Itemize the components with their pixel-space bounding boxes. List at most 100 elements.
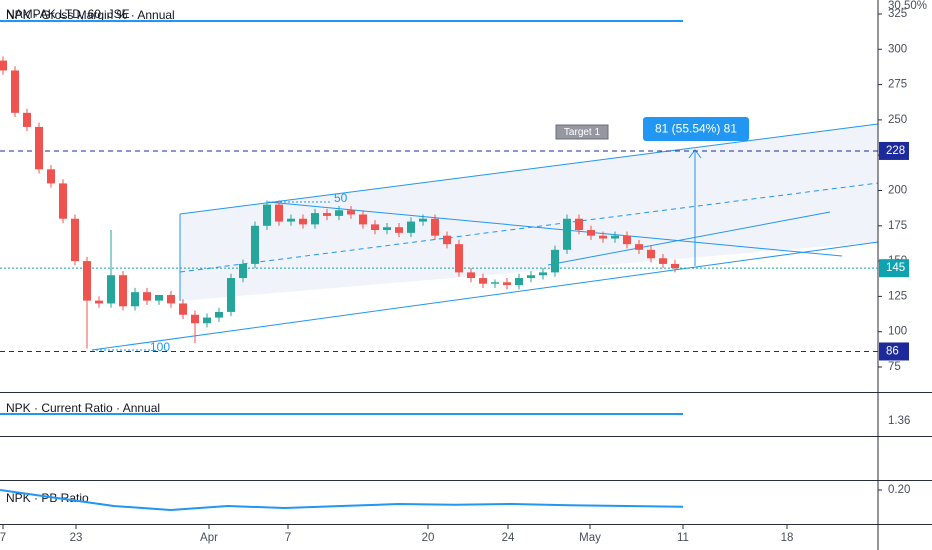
y-tick-label: 75 [888, 361, 901, 373]
indicator-line [0, 489, 684, 512]
candle-body [395, 227, 403, 233]
target-label: Target 1 [564, 127, 601, 138]
candle-body [155, 294, 163, 301]
price-badge [879, 141, 909, 160]
candle-body [347, 210, 355, 215]
candle-body [215, 311, 223, 318]
x-tick-label: 11 [677, 532, 689, 544]
candle-body [611, 235, 619, 239]
candle-body [83, 261, 91, 301]
candle-body [0, 60, 7, 71]
y-tick-label: 200 [888, 185, 907, 197]
target-box [555, 124, 609, 140]
price-badge-label: 228 [886, 145, 905, 157]
candle-body [623, 235, 631, 245]
candle-body [191, 314, 199, 324]
candle-body [371, 224, 379, 231]
price-badge [879, 342, 909, 361]
x-tick-label: 20 [422, 532, 435, 544]
candle-body [647, 249, 655, 259]
channel-mid [179, 182, 879, 273]
candle-body [635, 244, 643, 250]
y-tick-label: 300 [888, 43, 907, 55]
candle-body [71, 218, 79, 262]
candle-body [587, 230, 595, 236]
candle-body [23, 112, 31, 127]
candle-body [671, 263, 679, 269]
candle-body [203, 317, 211, 324]
measure-box [643, 117, 749, 141]
candle-body [407, 221, 415, 233]
candle-body [335, 210, 343, 216]
trend-line [547, 211, 831, 266]
candle-body [431, 218, 439, 236]
channel-fill [180, 124, 878, 301]
candle-body [539, 272, 547, 276]
candle-body [479, 278, 487, 284]
candle-body [299, 218, 307, 225]
candle-body [527, 275, 535, 279]
candle-body [599, 235, 607, 239]
candle-body [119, 275, 127, 307]
candle-body [359, 214, 367, 225]
candle-body [167, 294, 175, 304]
pane-title: NPK · Gross Margin % · Annual [6, 8, 175, 22]
candle-body [239, 263, 247, 279]
x-tick-label: 7 [285, 532, 291, 544]
price-badge [879, 259, 909, 278]
candle-body [179, 303, 187, 315]
candle-body [287, 218, 295, 222]
x-tick-label: 24 [502, 532, 515, 544]
arrow-head [688, 149, 702, 159]
candle-body [251, 225, 259, 264]
candle-body [47, 169, 55, 184]
indicator-value: 30.50% [888, 0, 927, 12]
y-tick-label: 250 [888, 114, 907, 126]
fib-label: 50 [334, 191, 348, 205]
pane-title: NPK · Current Ratio · Annual [6, 401, 160, 415]
y-tick-label: 275 [888, 79, 907, 91]
candle-body [59, 183, 67, 219]
chart-title: NAMPAK LTD, 60, JSE [6, 7, 130, 21]
candle-body [107, 275, 115, 304]
candle-body [467, 272, 475, 279]
candle-body [311, 213, 319, 225]
measure-label: 81 (55.54%) 81 [655, 122, 737, 136]
indicator-value: 1.36 [888, 415, 910, 427]
candle-body [563, 218, 571, 250]
candle-body [35, 126, 43, 170]
candle-body [503, 282, 511, 286]
candle-body [143, 292, 151, 301]
candle-body [95, 300, 103, 304]
channel-lower [91, 241, 879, 351]
channel-upper [179, 123, 879, 215]
y-tick-label: 100 [888, 326, 907, 338]
candle-body [383, 227, 391, 231]
candle-body [227, 278, 235, 312]
y-tick-label: 0.20 [888, 484, 910, 496]
y-tick-label: 125 [888, 290, 907, 302]
candle-body [323, 213, 331, 216]
price-badge-label: 86 [886, 346, 899, 358]
x-tick-label: 23 [70, 532, 83, 544]
candle-body [455, 244, 463, 273]
candle-body [515, 278, 523, 286]
trend-line [267, 201, 843, 257]
price-badge-label: 145 [886, 262, 905, 274]
candle-body [551, 249, 559, 273]
candle-body [443, 235, 451, 245]
x-tick-label: 7 [0, 532, 6, 544]
candle-body [575, 218, 583, 231]
y-tick-label: 175 [888, 220, 907, 232]
candle-body [659, 258, 667, 264]
candle-body [263, 204, 271, 226]
candle-body [11, 70, 19, 113]
fib-label: 100 [150, 340, 170, 354]
x-tick-label: Apr [200, 532, 218, 544]
y-tick-label: 325 [888, 8, 907, 20]
candle-body [419, 218, 427, 222]
candle-body [131, 292, 139, 307]
x-tick-label: 18 [781, 532, 794, 544]
candle-body [275, 204, 283, 222]
